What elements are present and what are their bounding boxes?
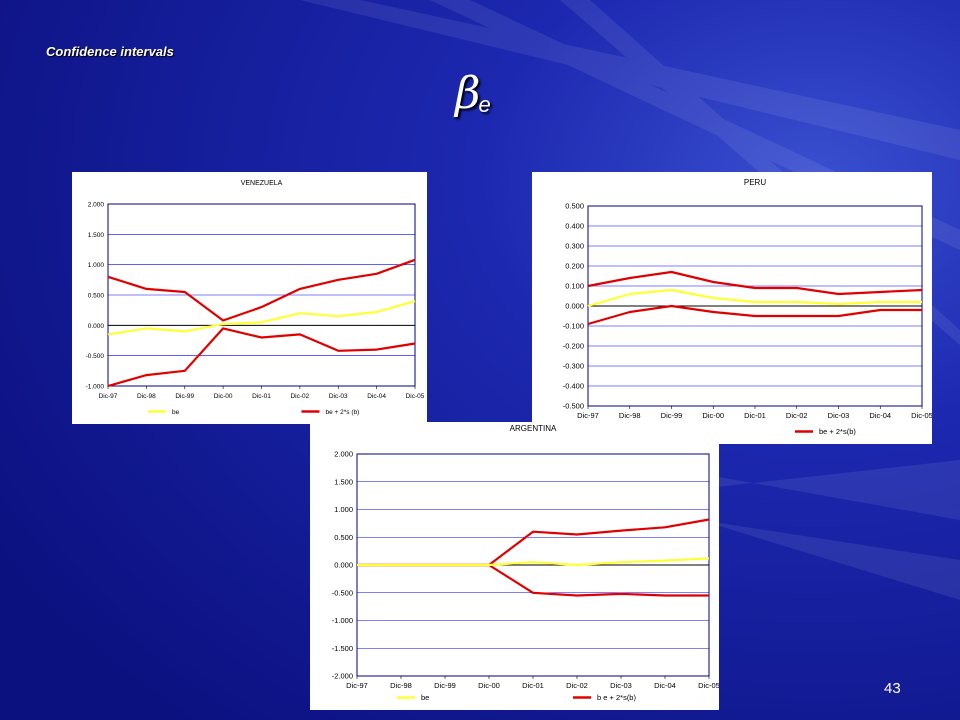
y-tick-label: 0.500 bbox=[88, 293, 105, 300]
series-line-argentina-2 bbox=[357, 563, 709, 597]
y-tick-label: 2.000 bbox=[334, 450, 353, 459]
y-tick-label: -0.100 bbox=[563, 322, 584, 331]
series-line-peru-2 bbox=[587, 304, 922, 326]
chart-peru: PERU 0.500 0.400 0.300 0.200 0.100 0.000 -0.100… bbox=[532, 172, 933, 444]
x-tick-label: Dic-05 bbox=[406, 393, 425, 400]
chart-title: PERU bbox=[744, 178, 766, 187]
beta-symbol: β bbox=[455, 68, 481, 119]
x-tick-label: Dic-97 bbox=[99, 393, 118, 400]
x-tick-label: Dic-98 bbox=[390, 681, 412, 690]
y-tick-label: 0.000 bbox=[88, 323, 105, 330]
x-tick-label: Dic-00 bbox=[478, 681, 500, 690]
x-tick-label: Dic-99 bbox=[434, 681, 456, 690]
series-line-venezuela-2 bbox=[107, 327, 416, 388]
series-line-venezuela-0 bbox=[107, 300, 416, 336]
chart-title: VENEZUELA bbox=[241, 180, 283, 187]
x-tick-label: Dic-97 bbox=[577, 411, 599, 420]
peru-chart-svg: PERU 0.500 0.400 0.300 0.200 0.100 0.000 -0.100… bbox=[563, 178, 933, 436]
y-tick-label: 1.000 bbox=[334, 505, 353, 514]
x-tick-label: Dic-98 bbox=[619, 411, 641, 420]
series-line-argentina-0 bbox=[357, 557, 710, 567]
y-tick-label: 1.500 bbox=[334, 477, 353, 486]
x-tick-label: Dic-02 bbox=[290, 393, 309, 400]
y-tick-label: 0.200 bbox=[565, 262, 584, 271]
legend-label: be + 2*s (b) bbox=[326, 409, 360, 416]
x-tick-label: Dic-04 bbox=[869, 411, 891, 420]
y-tick-label: -0.200 bbox=[563, 342, 584, 351]
x-tick-label: Dic-01 bbox=[522, 681, 544, 690]
legend-label: be bbox=[421, 693, 429, 702]
venezuela-chart-svg: VENEZUELA 2.000 1.500 1.000 0.500 0.000 -0.500… bbox=[86, 180, 425, 416]
legend-label: be bbox=[172, 409, 180, 416]
legend-label: be + 2*s(b) bbox=[819, 427, 856, 436]
y-tick-label: 0.300 bbox=[565, 242, 584, 251]
page-number: 43 bbox=[884, 680, 901, 697]
x-tick-label: Dic-00 bbox=[214, 393, 233, 400]
y-tick-label: -0.500 bbox=[86, 353, 105, 360]
y-tick-label: -0.400 bbox=[563, 382, 584, 391]
x-tick-label: Dic-04 bbox=[367, 393, 386, 400]
x-tick-label: Dic-02 bbox=[566, 681, 588, 690]
legend-label: b e + 2*s(b) bbox=[597, 693, 636, 702]
y-tick-label: -0.500 bbox=[332, 588, 353, 597]
series-line-argentina-1 bbox=[357, 518, 710, 567]
y-tick-label: -1.000 bbox=[86, 384, 105, 391]
y-tick-label: 1.000 bbox=[88, 262, 105, 269]
x-tick-label: Dic-04 bbox=[654, 681, 676, 690]
x-tick-label: Dic-01 bbox=[744, 411, 766, 420]
chart-title: ARGENTINA bbox=[510, 424, 557, 433]
beta-heading: βe bbox=[455, 72, 491, 118]
y-tick-label: 2.000 bbox=[88, 202, 105, 209]
chart-argentina: ARGENTINA 2.000 1.500 1.000 0.500 0.000 -0.500… bbox=[310, 422, 720, 710]
y-tick-label: 0.400 bbox=[565, 222, 584, 231]
x-tick-label: Dic-99 bbox=[175, 393, 194, 400]
x-tick-label: Dic-03 bbox=[828, 411, 850, 420]
y-tick-label: 0.000 bbox=[565, 302, 584, 311]
series-line-venezuela-1 bbox=[107, 258, 416, 322]
x-tick-label: Dic-03 bbox=[329, 393, 348, 400]
x-tick-label: Dic-02 bbox=[786, 411, 808, 420]
chart-venezuela: VENEZUELA 2.000 1.500 1.000 0.500 0.000 -0.500… bbox=[72, 172, 427, 424]
x-tick-label: Dic-05 bbox=[911, 411, 932, 420]
x-tick-label: Dic-98 bbox=[137, 393, 156, 400]
argentina-chart-svg: ARGENTINA 2.000 1.500 1.000 0.500 0.000 -0.500… bbox=[332, 424, 720, 702]
y-tick-label: 0.500 bbox=[565, 202, 584, 211]
y-tick-label: 0.000 bbox=[334, 561, 353, 570]
slide-subtitle: Confidence intervals bbox=[46, 44, 174, 59]
y-tick-label: -1.500 bbox=[332, 644, 353, 653]
x-tick-label: Dic-05 bbox=[698, 681, 719, 690]
y-tick-label: 0.100 bbox=[565, 282, 584, 291]
x-tick-label: Dic-01 bbox=[252, 393, 271, 400]
series-line-peru-0 bbox=[587, 288, 922, 308]
y-tick-label: -0.300 bbox=[563, 362, 584, 371]
x-tick-label: Dic-99 bbox=[661, 411, 683, 420]
series-line-peru-1 bbox=[587, 270, 923, 296]
x-tick-label: Dic-00 bbox=[702, 411, 724, 420]
y-tick-label: 0.500 bbox=[334, 533, 353, 542]
y-tick-label: -1.000 bbox=[332, 616, 353, 625]
x-tick-label: Dic-03 bbox=[610, 681, 632, 690]
y-tick-label: -2.000 bbox=[332, 672, 353, 681]
beta-subscript: e bbox=[478, 92, 491, 117]
y-tick-label: 1.500 bbox=[88, 232, 105, 239]
x-tick-label: Dic-97 bbox=[346, 681, 368, 690]
y-tick-label: -0.500 bbox=[563, 402, 584, 411]
